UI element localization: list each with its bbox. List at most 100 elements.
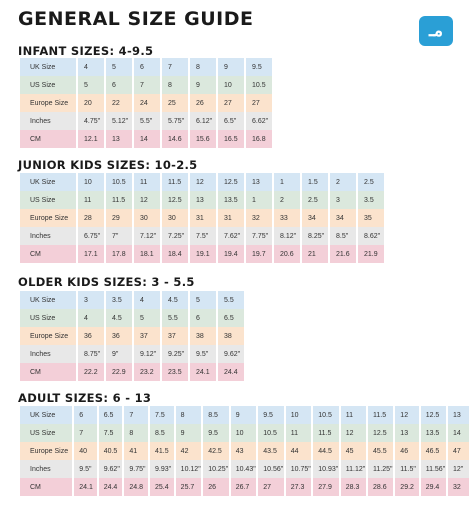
size-cell: 38 xyxy=(190,327,216,345)
size-cell: 9.12" xyxy=(134,345,160,363)
size-cell: 24.1 xyxy=(74,478,97,496)
size-cell: 21.6 xyxy=(330,245,356,263)
size-cell: 9.62" xyxy=(218,345,244,363)
size-cell: 3 xyxy=(330,191,356,209)
size-cell: 10.12" xyxy=(175,460,202,478)
size-cell: 40.5 xyxy=(98,442,123,460)
table-row: CM 17.1 17.8 18.1 18.4 19.1 19.4 19.7 20.6 21 21.6… xyxy=(20,245,384,263)
table-row: US Size 11 11.5 12 12.5 13 13.5 1 2 2.5 3 3.5 xyxy=(20,191,384,209)
size-cell: 5.5 xyxy=(162,309,188,327)
size-cell: 8.5" xyxy=(330,227,356,245)
size-cell: 10.5 xyxy=(106,173,132,191)
section-title-junior: JUNIOR KIDS SIZES: 10-2.5 xyxy=(18,158,198,172)
size-cell: 9.25" xyxy=(162,345,188,363)
size-cell: 11 xyxy=(285,424,312,442)
size-cell: 12.5 xyxy=(368,424,394,442)
size-cell: 11.5" xyxy=(395,460,419,478)
size-cell: 47 xyxy=(447,442,469,460)
size-cell: 34 xyxy=(302,209,328,227)
size-cell: 14.6 xyxy=(162,130,188,148)
size-cell: 44.5 xyxy=(313,442,339,460)
size-cell: 12" xyxy=(447,460,469,478)
size-cell: 5.5" xyxy=(134,112,160,130)
size-cell: 9.93" xyxy=(150,460,174,478)
table-row: UK Size 3 3.5 4 4.5 5 5.5 xyxy=(20,291,244,309)
size-cell: 20.6 xyxy=(274,245,300,263)
size-cell: 11.5 xyxy=(106,191,132,209)
size-cell: 7.12" xyxy=(134,227,160,245)
table-row: UK Size 6 6.5 7 7.5 8 8.5 9 9.5 10 10.5 11 11.5 12 12.… xyxy=(20,406,469,424)
size-cell: 11 xyxy=(78,191,104,209)
row-label: US Size xyxy=(20,76,76,94)
table-row: Europe Size 28 29 30 30 31 31 32 33 34 34 35 xyxy=(20,209,384,227)
size-table-junior: UK Size 10 10.5 11 11.5 12 12.5 13 1 1.5 2 2.5 US Si… xyxy=(18,173,386,263)
size-cell: 3.5 xyxy=(106,291,132,309)
size-cell: 8.25" xyxy=(302,227,328,245)
row-label: Inches xyxy=(20,227,76,245)
size-cell: 22.2 xyxy=(78,363,104,381)
row-label: CM xyxy=(20,363,76,381)
size-table-older: UK Size 3 3.5 4 4.5 5 5.5 US Size 4 4.5 5 5.5 6 6.5 Eu… xyxy=(18,291,246,381)
size-cell: 8 xyxy=(124,424,149,442)
size-cell: 6.5 xyxy=(218,309,244,327)
size-cell: 7 xyxy=(74,424,97,442)
size-cell: 9 xyxy=(175,424,202,442)
size-cell: 13.5 xyxy=(218,191,244,209)
size-cell: 28.6 xyxy=(368,478,394,496)
size-cell: 6.5 xyxy=(98,406,123,424)
size-cell: 13 xyxy=(190,191,216,209)
size-cell: 24.4 xyxy=(98,478,123,496)
size-cell: 16.5 xyxy=(218,130,244,148)
size-cell: 6.12" xyxy=(190,112,216,130)
size-cell: 30 xyxy=(162,209,188,227)
size-cell: 10.5 xyxy=(246,76,272,94)
size-cell: 42 xyxy=(175,442,202,460)
size-cell: 5.5 xyxy=(218,291,244,309)
size-cell: 3 xyxy=(78,291,104,309)
size-cell: 25.7 xyxy=(175,478,202,496)
size-cell: 3.5 xyxy=(358,191,384,209)
size-cell: 7.25" xyxy=(162,227,188,245)
size-cell: 11.5 xyxy=(313,424,339,442)
size-cell: 9 xyxy=(190,76,216,94)
size-cell: 4 xyxy=(78,58,104,76)
size-cell: 9.62" xyxy=(98,460,123,478)
size-cell: 4 xyxy=(78,309,104,327)
size-cell: 21 xyxy=(302,245,328,263)
row-label: CM xyxy=(20,478,73,496)
size-cell: 8.5 xyxy=(150,424,174,442)
size-cell: 16.8 xyxy=(246,130,272,148)
size-cell: 12.5 xyxy=(162,191,188,209)
size-cell: 12.5 xyxy=(420,406,446,424)
size-cell: 26 xyxy=(203,478,229,496)
size-cell: 23.5 xyxy=(162,363,188,381)
size-cell: 13.5 xyxy=(420,424,446,442)
table-row: Europe Size 40 40.5 41 41.5 42 42.5 43 43.5 44 44.… xyxy=(20,442,469,460)
size-cell: 9.5" xyxy=(74,460,97,478)
size-cell: 10.5 xyxy=(313,406,339,424)
size-cell: 44 xyxy=(285,442,312,460)
table-row: US Size 4 4.5 5 5.5 6 6.5 xyxy=(20,309,244,327)
size-cell: 7.5" xyxy=(190,227,216,245)
size-cell: 10.43" xyxy=(230,460,257,478)
size-cell: 42.5 xyxy=(203,442,229,460)
size-cell: 13 xyxy=(395,424,419,442)
size-cell: 2.5 xyxy=(358,173,384,191)
row-label: Inches xyxy=(20,345,76,363)
size-cell: 10 xyxy=(285,406,312,424)
size-cell: 41 xyxy=(124,442,149,460)
row-label: Europe Size xyxy=(20,327,76,345)
size-cell: 34 xyxy=(330,209,356,227)
size-cell: 9.5 xyxy=(203,424,229,442)
size-cell: 41.5 xyxy=(150,442,174,460)
size-cell: 45 xyxy=(340,442,367,460)
size-cell: 5.75" xyxy=(162,112,188,130)
size-cell: 11.12" xyxy=(340,460,367,478)
size-cell: 11.25" xyxy=(368,460,394,478)
size-cell: 18.4 xyxy=(162,245,188,263)
row-label: Europe Size xyxy=(20,209,76,227)
size-cell: 9.5 xyxy=(246,58,272,76)
size-cell: 4.5 xyxy=(162,291,188,309)
size-cell: 8.5 xyxy=(203,406,229,424)
size-cell: 2 xyxy=(330,173,356,191)
